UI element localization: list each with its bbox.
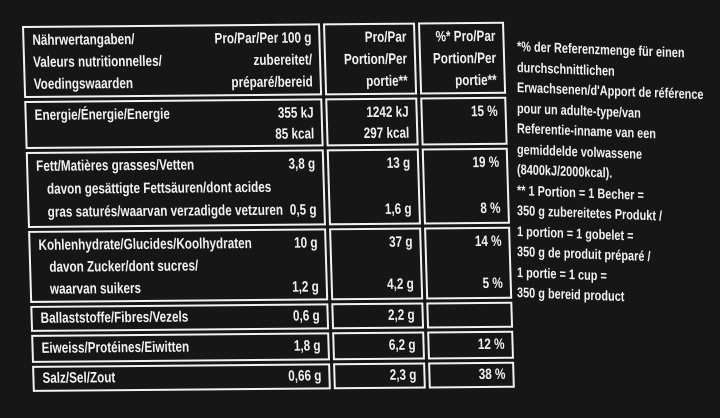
- row-carbs-main: Kohlenhydrate/Glucides/Koolhydraten 10 g…: [28, 228, 329, 303]
- row-fibre-percent: [503, 304, 504, 326]
- row-carbs-percent: 14 %: [474, 232, 502, 251]
- row-fibre-portion: 2,2 g: [387, 306, 415, 324]
- row-carbs-sugars-per100: 1,2 g: [291, 278, 320, 296]
- row-protein-label: Eiweiss/Protéines/Eiwitten: [41, 338, 190, 357]
- row-salt-per100: 0,66 g: [288, 367, 322, 385]
- row-salt-percent-cell: 38 %: [428, 361, 515, 389]
- nutrition-table: Nährwertangaben/ Valeurs nutritionnelles…: [22, 21, 515, 392]
- header-cell-percent: %* Pro/Par Portion/Per portie**: [417, 21, 507, 95]
- row-fat-portion-cell: 13 g 1,6 g: [326, 148, 421, 226]
- row-carbs-sugars-portion: 4,2 g: [386, 275, 414, 293]
- row-fibre-portion-cell: 2,2 g: [331, 302, 425, 330]
- row-salt-portion-cell: 2,3 g: [333, 362, 426, 390]
- row-carbs-portion-cell: 37 g 4,2 g: [329, 227, 424, 301]
- row-protein-main: Eiweiss/Protéines/Eiwitten 1,8 g: [31, 332, 330, 363]
- row-salt-portion: 2,3 g: [389, 366, 417, 384]
- row-fibre-per100: 0,6 g: [292, 307, 320, 325]
- row-energy-portion: 1242 kJ 297 kcal: [363, 103, 410, 143]
- row-salt-percent: 38 %: [478, 365, 506, 384]
- row-fat-per100: 3,8 g: [288, 155, 316, 173]
- row-carbs-per100: 10 g: [293, 234, 318, 252]
- header-cell-portion: Pro/Par Portion/Per portie**: [322, 22, 418, 96]
- row-fat-saturates-per100: 0,5 g: [289, 201, 317, 219]
- row-protein-portion-cell: 6,2 g: [332, 331, 425, 361]
- header-per100g: Pro/Par/Per 100 g zubereitet/ préparé/be…: [214, 29, 313, 92]
- row-protein-percent-cell: 12 %: [427, 330, 514, 360]
- row-fat-percent: 19 %: [472, 153, 500, 172]
- row-fat-percent-cell: 19 % 8 %: [421, 147, 510, 225]
- row-fat-saturates-percent: 8 %: [480, 199, 501, 218]
- header-percent: %* Pro/Par Portion/Per portie**: [432, 27, 497, 90]
- row-carbs-portion: 37 g: [388, 233, 413, 251]
- row-carbs-sugars-percent: 5 %: [482, 274, 503, 292]
- column-percent-ri: %* Pro/Par Portion/Per portie** 15 % 19 …: [417, 21, 515, 389]
- row-energy-percent: 15 %: [470, 102, 498, 121]
- row-fibre-percent-cell: [426, 301, 514, 329]
- row-fat-main: Fett/Matières grasses/Vetten 3,8 g davon…: [25, 149, 326, 228]
- table-title: Nährwertangaben/ Valeurs nutritionnelles…: [32, 31, 163, 93]
- row-carbs-percent-cell: 14 % 5 %: [424, 226, 513, 300]
- row-fibre-main: Ballaststoffe/Fibres/Vezels 0,6 g: [30, 303, 330, 332]
- column-per-portion: Pro/Par Portion/Per portie** 1242 kJ 297…: [322, 22, 426, 390]
- footnote-block: *% der Referenzmenge für einen durchschn…: [517, 36, 712, 310]
- row-fat-portion: 13 g: [386, 154, 411, 172]
- row-fat-label: Fett/Matières grasses/Vetten: [35, 156, 195, 175]
- row-protein-portion: 6,2 g: [388, 336, 416, 354]
- row-carbs-label: Kohlenhydrate/Glucides/Koolhydraten: [38, 235, 253, 254]
- row-energy-percent-cell: 15 %: [420, 96, 508, 146]
- row-energy-per100: 355 kJ 85 kcal: [274, 104, 315, 143]
- row-energy-main: Energie/Énergie/Energie 355 kJ 85 kcal: [24, 98, 324, 149]
- row-salt-label: Salz/Sel/Zout: [42, 369, 116, 387]
- row-protein-per100: 1,8 g: [293, 337, 321, 355]
- row-fat-saturates-label-2: gras saturés/waarvan verzadigde vetzuren: [47, 201, 284, 221]
- row-salt-main: Salz/Sel/Zout 0,66 g: [32, 363, 331, 392]
- row-protein-percent: 12 %: [477, 335, 505, 354]
- footnote-text: *% der Referenzmenge für einen durchschn…: [517, 38, 704, 305]
- row-energy-label: Energie/Énergie/Energie: [34, 105, 171, 124]
- row-carbs-sugars-label-2: waarvan suikers: [49, 279, 142, 298]
- header-cell-main: Nährwertangaben/ Valeurs nutritionnelles…: [22, 23, 323, 98]
- column-labels-per100: Nährwertangaben/ Valeurs nutritionnelles…: [22, 23, 331, 392]
- row-fat-saturates-label-1: davon gesättigte Fettsäuren/dont acides: [46, 178, 272, 198]
- row-energy-portion-cell: 1242 kJ 297 kcal: [325, 97, 419, 147]
- header-portion: Pro/Par Portion/Per portie**: [343, 28, 408, 90]
- row-fibre-label: Ballaststoffe/Fibres/Vezels: [40, 308, 189, 327]
- row-carbs-sugars-label-1: davon Zucker/dont sucres/: [49, 257, 199, 276]
- row-fat-saturates-portion: 1,6 g: [384, 200, 412, 218]
